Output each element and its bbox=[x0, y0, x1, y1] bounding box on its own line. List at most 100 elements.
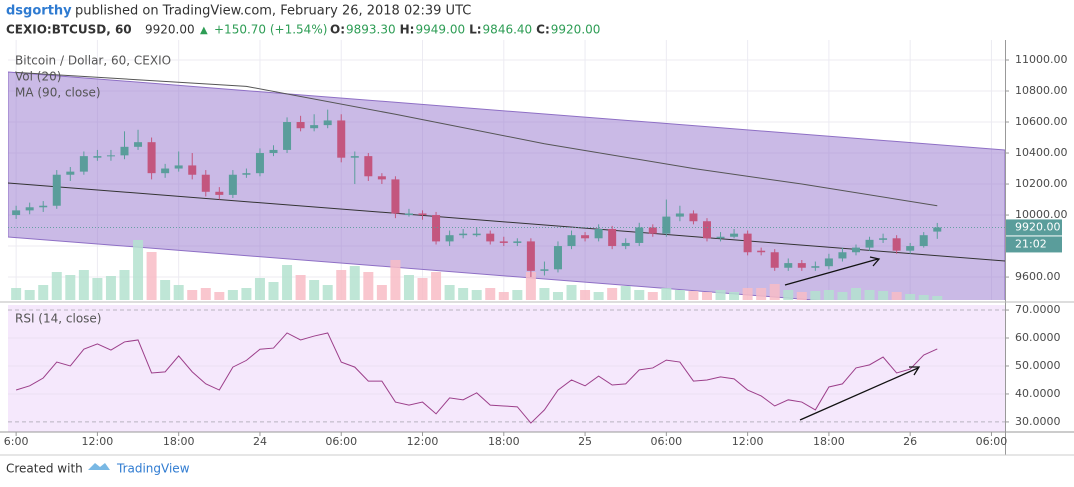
candle-body bbox=[255, 153, 264, 174]
volume-bar bbox=[823, 290, 834, 300]
candle-body bbox=[879, 238, 888, 240]
candle-body bbox=[919, 235, 928, 247]
ohlc-value: 9893.30 bbox=[346, 23, 396, 37]
x-tick-label: 26 bbox=[903, 435, 917, 448]
volume-bar bbox=[607, 288, 618, 300]
candle-body bbox=[784, 263, 793, 268]
volume-bar bbox=[783, 290, 794, 300]
candle-body bbox=[621, 242, 630, 247]
candle-body bbox=[838, 252, 847, 259]
volume-bar bbox=[92, 278, 103, 300]
candle-body bbox=[310, 125, 319, 129]
arrow-head bbox=[869, 256, 881, 267]
volume-bar bbox=[905, 294, 916, 300]
candle-body bbox=[296, 122, 305, 129]
author[interactable]: dsgorthy bbox=[6, 4, 72, 19]
y-tick-label: 9600.00 bbox=[1015, 270, 1061, 283]
candle-body bbox=[824, 258, 833, 267]
volume-bar bbox=[539, 288, 550, 300]
volume-bar bbox=[661, 288, 672, 300]
ohlc-value: 9949.00 bbox=[415, 23, 465, 37]
x-tick-label: 18:00 bbox=[163, 435, 195, 448]
y-tick-label: 11000.00 bbox=[1015, 53, 1068, 66]
candle-body bbox=[865, 239, 874, 248]
candle-body bbox=[188, 165, 197, 175]
candle-body bbox=[134, 142, 143, 147]
ma-line bbox=[16, 71, 938, 207]
volume-bar bbox=[525, 272, 536, 300]
candle-body bbox=[892, 238, 901, 251]
candle-body bbox=[933, 227, 942, 232]
last-price-label: 9920.00 bbox=[1015, 220, 1061, 233]
volume-bar bbox=[282, 265, 293, 300]
volume-bar bbox=[471, 290, 482, 300]
volume-bar bbox=[268, 282, 279, 300]
rsi-tick-label: 50.0000 bbox=[1015, 359, 1061, 372]
candle-body bbox=[648, 227, 657, 234]
countdown: 21:02 bbox=[1015, 237, 1047, 250]
footer-brand[interactable]: TradingView bbox=[116, 462, 190, 476]
y-tick-label: 10800.00 bbox=[1015, 84, 1068, 97]
volume-bar bbox=[214, 292, 225, 300]
candle-body bbox=[269, 149, 278, 154]
candles bbox=[12, 71, 942, 278]
candle-body bbox=[459, 233, 468, 236]
candle-body bbox=[811, 266, 820, 268]
volume-bar bbox=[119, 270, 130, 300]
volume-bar bbox=[187, 290, 198, 300]
volume-bar bbox=[878, 291, 889, 300]
volume-bar bbox=[891, 292, 902, 300]
y-tick-label: 10600.00 bbox=[1015, 115, 1068, 128]
volume-bar bbox=[444, 285, 455, 300]
volume-bar bbox=[729, 292, 740, 300]
x-tick-label: 06:00 bbox=[976, 435, 1008, 448]
x-tick-label: 24 bbox=[253, 435, 267, 448]
mid-line bbox=[8, 182, 1005, 262]
x-tick-label: 18:00 bbox=[813, 435, 845, 448]
volume-bar bbox=[78, 270, 89, 300]
candle-body bbox=[432, 215, 441, 242]
candle-body bbox=[567, 235, 576, 247]
price-pane bbox=[8, 40, 1005, 300]
rsi-line bbox=[15, 332, 938, 424]
footer-text: Created with bbox=[6, 462, 83, 476]
volume-bar bbox=[634, 290, 645, 300]
candle-body bbox=[445, 235, 454, 242]
volume-bar bbox=[295, 275, 306, 300]
volume-bar bbox=[485, 288, 496, 300]
candle-body bbox=[242, 173, 251, 175]
x-axis: 6:00 12:00 18:00 24 06:00 12:00 18:00 25 06:00 12… bbox=[4, 432, 1008, 448]
last: 9920.00 bbox=[145, 23, 195, 37]
rsi-tick-label: 40.0000 bbox=[1015, 387, 1061, 400]
volume-bar bbox=[160, 280, 171, 300]
volume-bar bbox=[431, 272, 442, 300]
candle-body bbox=[106, 155, 115, 157]
arrow bbox=[784, 258, 879, 286]
candle-body bbox=[608, 228, 617, 247]
candle-body bbox=[39, 205, 48, 208]
volume-bar bbox=[647, 292, 658, 300]
volume-bar bbox=[11, 288, 22, 300]
candle-body bbox=[283, 122, 292, 150]
candle-body bbox=[743, 233, 752, 253]
candle-body bbox=[499, 241, 508, 243]
volume-bar bbox=[65, 275, 76, 300]
volume-bar bbox=[336, 270, 347, 300]
volume-bar bbox=[580, 290, 591, 300]
y-tick-label: 10000.00 bbox=[1015, 208, 1068, 221]
candle-body bbox=[228, 174, 237, 195]
volume-bar bbox=[498, 292, 509, 300]
x-tick-label: 12:00 bbox=[732, 435, 764, 448]
volume-bar bbox=[566, 285, 577, 300]
candle-body bbox=[215, 191, 224, 195]
candle-body bbox=[553, 246, 562, 270]
legend: Bitcoin / Dollar, 60, CEXIO Vol (20) MA (9… bbox=[15, 54, 171, 326]
volume-bar bbox=[552, 292, 563, 300]
candle-body bbox=[404, 213, 413, 216]
volume-bar bbox=[850, 288, 861, 300]
rsi-tick-label: 70.0000 bbox=[1015, 303, 1061, 316]
rsi-title: RSI (14, close) bbox=[15, 312, 101, 326]
x-tick-label: 25 bbox=[578, 435, 592, 448]
